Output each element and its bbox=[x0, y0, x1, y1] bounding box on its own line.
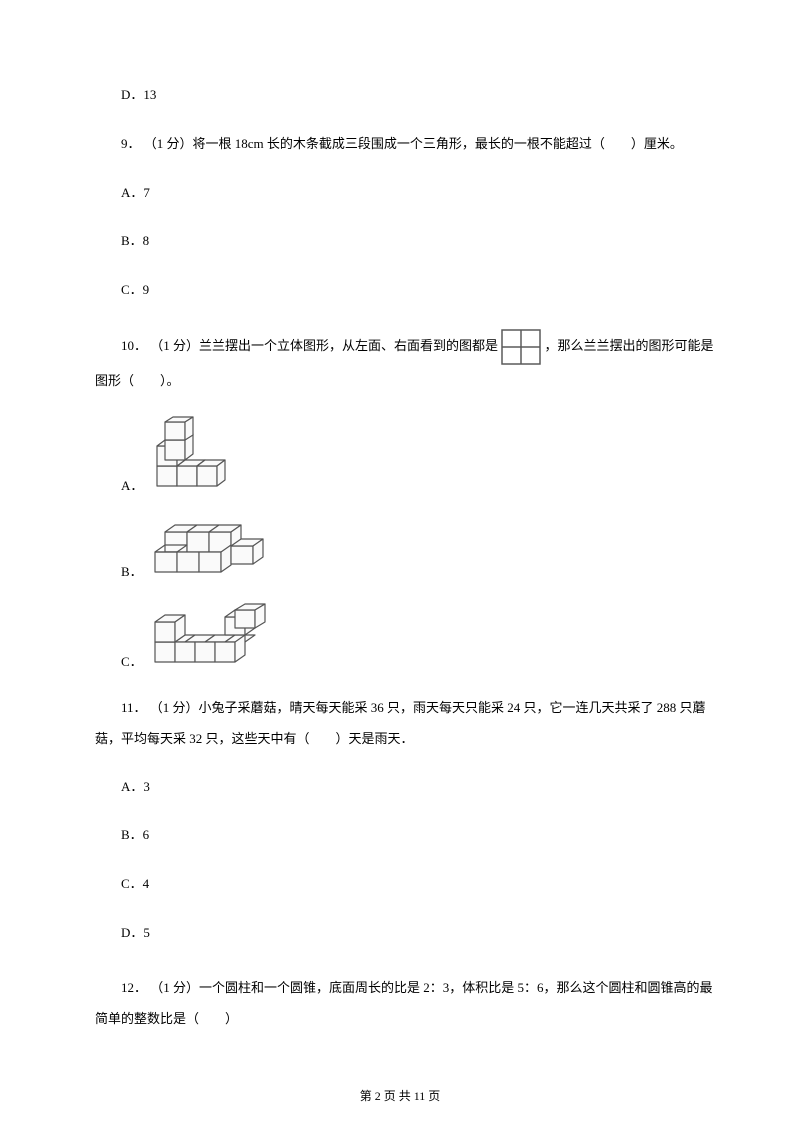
q9-text: 9． （1 分）将一根 18cm 长的木条截成三段围成一个三角形，最长的一根不能… bbox=[95, 134, 725, 155]
q10-option-b: B． bbox=[95, 516, 725, 584]
q11-option-c: C．4 bbox=[95, 874, 725, 895]
q9-option-c: C．9 bbox=[95, 280, 725, 301]
q8-option-d: D．13 bbox=[95, 85, 725, 106]
q10-option-a-label: A． bbox=[121, 475, 143, 498]
q10-option-c: C． bbox=[95, 602, 725, 674]
cubes-figure-b-icon bbox=[147, 516, 277, 584]
q9-option-a: A．7 bbox=[95, 183, 725, 204]
q11-text: 11． （1 分）小兔子采蘑菇，晴天每天能采 36 只，雨天每天只能采 24 只… bbox=[95, 692, 725, 754]
q12-text: 12． （1 分）一个圆柱和一个圆锥，底面周长的比是 2：3，体积比是 5：6，… bbox=[95, 972, 725, 1034]
q11-option-b: B．6 bbox=[95, 825, 725, 846]
q10-option-c-label: C． bbox=[121, 651, 143, 674]
q9-option-b: B．8 bbox=[95, 231, 725, 252]
page-footer: 第 2 页 共 11 页 bbox=[0, 1087, 800, 1104]
cubes-figure-c-icon bbox=[147, 602, 287, 674]
q10-text: 10． （1 分）兰兰摆出一个立体图形，从左面、右面看到的图都是 ，那么兰兰摆出… bbox=[95, 329, 725, 396]
q10-prefix: 10． （1 分）兰兰摆出一个立体图形，从左面、右面看到的图都是 bbox=[121, 338, 498, 353]
grid-2x2-icon bbox=[501, 329, 541, 365]
q10-option-a: A． bbox=[95, 416, 725, 498]
q11-option-a: A．3 bbox=[95, 777, 725, 798]
q11-option-d: D．5 bbox=[95, 923, 725, 944]
q10-option-b-label: B． bbox=[121, 561, 143, 584]
cubes-figure-a-icon bbox=[147, 416, 247, 498]
